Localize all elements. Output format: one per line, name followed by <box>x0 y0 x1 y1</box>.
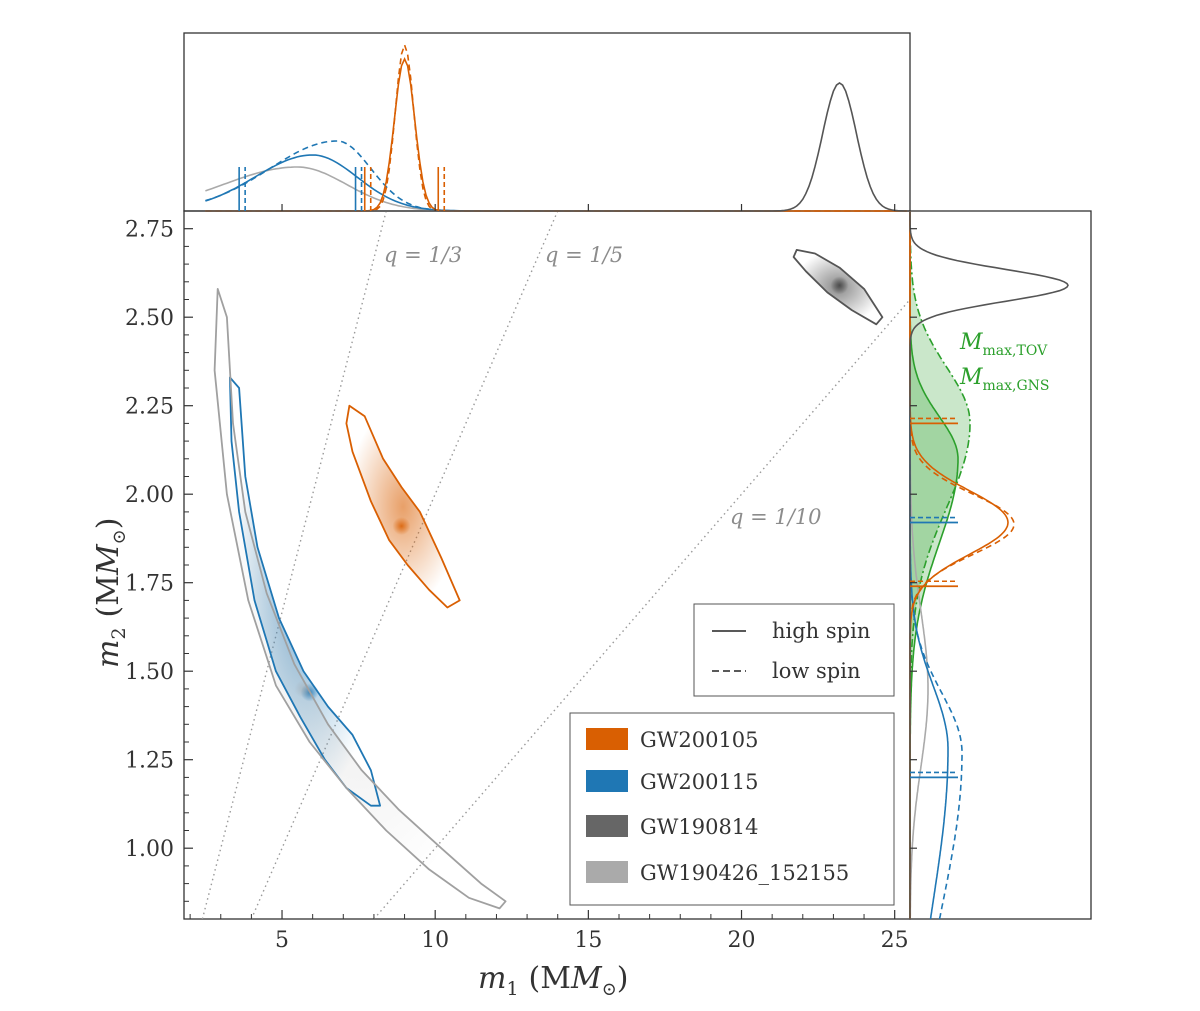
x-tick-label-2: 15 <box>574 928 602 953</box>
y-tick-label-4: 2.00 <box>125 483 174 508</box>
axis-ticks: 5 10 15 20 25 1.00 1.25 1.50 1.75 2.00 2.25 2.50 2.7… <box>125 204 917 953</box>
legend-gw200115: GW200115 <box>640 770 759 794</box>
y-tick-label-1: 1.25 <box>125 749 174 774</box>
y-tick-label-7: 2.75 <box>125 218 174 243</box>
top-marginal-frame <box>183 32 911 212</box>
density-layer <box>214 249 883 909</box>
y-tick-label-2: 1.50 <box>125 660 174 685</box>
right-marginal-curves <box>909 211 1069 920</box>
x-tick-label-0: 5 <box>275 928 289 953</box>
top-curve-gw190426 <box>205 166 907 212</box>
x-tick-label-4: 25 <box>881 928 909 953</box>
legend-swatch-gw200105 <box>586 728 628 750</box>
legend-gw190814: GW190814 <box>640 815 759 839</box>
q-label-tenth: q = 1/10 <box>730 505 822 529</box>
x-tick-label-3: 20 <box>728 928 756 953</box>
legend-low-spin: low spin <box>772 659 860 683</box>
top-curve-gw190814 <box>205 82 907 212</box>
contour-gw200115 <box>229 376 381 807</box>
legend-swatch-gw190426 <box>586 861 628 883</box>
legend-gw190426: GW190426_152155 <box>640 861 849 885</box>
y-tick-label-3: 1.75 <box>125 572 174 597</box>
top-curve-gw200115 <box>205 154 907 212</box>
y-tick-label-6: 2.50 <box>125 306 174 331</box>
top-curve-gw200105-low-spin <box>205 42 907 212</box>
q-label-fifth: q = 1/5 <box>545 243 623 267</box>
legend-gw200105: GW200105 <box>640 728 759 752</box>
event-legend: GW200105 GW200115 GW190814 GW190426_1521… <box>569 712 895 906</box>
density-core-gw190426-152155 <box>294 679 313 698</box>
right-curve-gw190814 <box>909 211 1069 919</box>
mmax-gns-label: Mmax,GNS <box>959 365 1050 394</box>
q-line-1 <box>201 211 387 919</box>
top-marginal-curves <box>205 42 907 212</box>
q-line-2 <box>250 211 559 919</box>
contour-gw190426-152155 <box>213 288 507 910</box>
mmax-tov-label: Mmax,TOV <box>959 330 1048 359</box>
mass-ratio-lines <box>201 211 910 919</box>
contour-layer <box>213 249 884 910</box>
contour-gw200105 <box>345 404 461 609</box>
legend-swatch-gw200115 <box>586 770 628 792</box>
q-label-third: q = 1/3 <box>384 243 462 267</box>
density-gw190426-152155 <box>214 288 506 909</box>
top-curve-gw200105 <box>205 57 907 212</box>
contour-gw190814 <box>792 249 884 326</box>
x-axis-label: m1 (MM⊙) <box>478 961 629 1000</box>
x-tick-label-1: 10 <box>421 928 449 953</box>
linestyle-legend: high spin low spin <box>693 603 895 697</box>
density-gw200105 <box>346 405 460 608</box>
density-core-gw200105 <box>392 517 411 536</box>
y-axis-label: m2(MM⊙) <box>91 518 130 669</box>
y-tick-label-5: 2.25 <box>125 395 174 420</box>
right-curve-mmax-gns-fill <box>910 211 970 919</box>
right-curve-gw200105-low-spin <box>909 211 1015 919</box>
legend-swatch-gw190814 <box>586 815 628 837</box>
density-core-gw190814 <box>830 276 849 295</box>
right-marginal-frame <box>909 210 1092 920</box>
legend-high-spin: high spin <box>772 619 870 643</box>
y-tick-label-0: 1.00 <box>125 837 174 862</box>
